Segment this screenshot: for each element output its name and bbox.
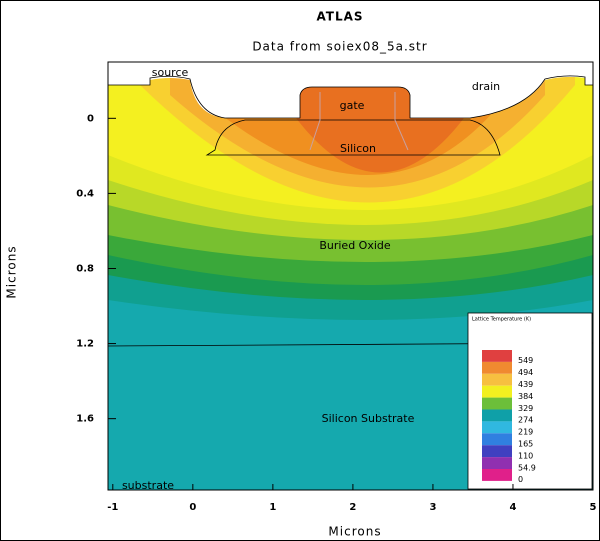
colorbar-swatch <box>482 421 512 433</box>
colorbar-label: 54.9 <box>518 463 536 472</box>
colorbar-swatch <box>482 386 512 398</box>
colorbar-title: Lattice Temperature (K) <box>472 317 531 323</box>
colorbar-swatch <box>482 445 512 457</box>
x-tick-label: 4 <box>509 502 516 513</box>
colorbar-label: 219 <box>518 428 533 437</box>
annotation: Silicon <box>340 142 376 155</box>
x-tick-label: -1 <box>107 502 118 513</box>
y-tick-label: 0 <box>87 113 94 124</box>
x-tick-label: 5 <box>590 502 597 513</box>
annotation: gate <box>340 99 365 112</box>
colorbar-label: 274 <box>518 416 533 425</box>
x-tick-label: 3 <box>429 502 436 513</box>
colorbar-swatch <box>482 469 512 481</box>
chart: ATLAS Data from soiex08_5a.str source dr… <box>0 0 600 541</box>
x-tick-label: 0 <box>189 502 196 513</box>
annotation: Buried Oxide <box>319 239 391 252</box>
colorbar-label: 329 <box>518 404 533 413</box>
x-tick-label: 2 <box>349 502 356 513</box>
x-tick-label: 1 <box>269 502 276 513</box>
colorbar-label: 439 <box>518 380 533 389</box>
y-axis-label: Microns <box>5 245 19 298</box>
y-tick-label: 1.6 <box>76 414 94 425</box>
y-tick-label: 0.4 <box>76 188 94 199</box>
annotation: drain <box>472 80 500 93</box>
colorbar-label: 165 <box>518 440 533 449</box>
colorbar-swatch <box>482 410 512 422</box>
colorbar-label: 549 <box>518 356 533 365</box>
annotation: Silicon Substrate <box>322 412 415 425</box>
colorbar-swatch <box>482 433 512 445</box>
colorbar-label: 0 <box>518 475 523 484</box>
annotation: substrate <box>122 479 174 492</box>
y-tick-label: 1.2 <box>76 339 94 350</box>
colorbar-label: 110 <box>518 451 533 460</box>
colorbar-label: 494 <box>518 368 533 377</box>
colorbar-swatch <box>482 398 512 410</box>
colorbar-label: 384 <box>518 392 533 401</box>
chart-subtitle: Data from soiex08_5a.str <box>252 40 427 54</box>
colorbar-swatch <box>482 350 512 362</box>
colorbar-swatch <box>482 362 512 374</box>
colorbar-swatch <box>482 457 512 469</box>
y-tick-label: 0.8 <box>76 263 94 274</box>
annotation: source <box>152 66 189 79</box>
colorbar-swatch <box>482 374 512 386</box>
chart-title: ATLAS <box>316 10 363 24</box>
x-axis-label: Microns <box>328 525 381 539</box>
